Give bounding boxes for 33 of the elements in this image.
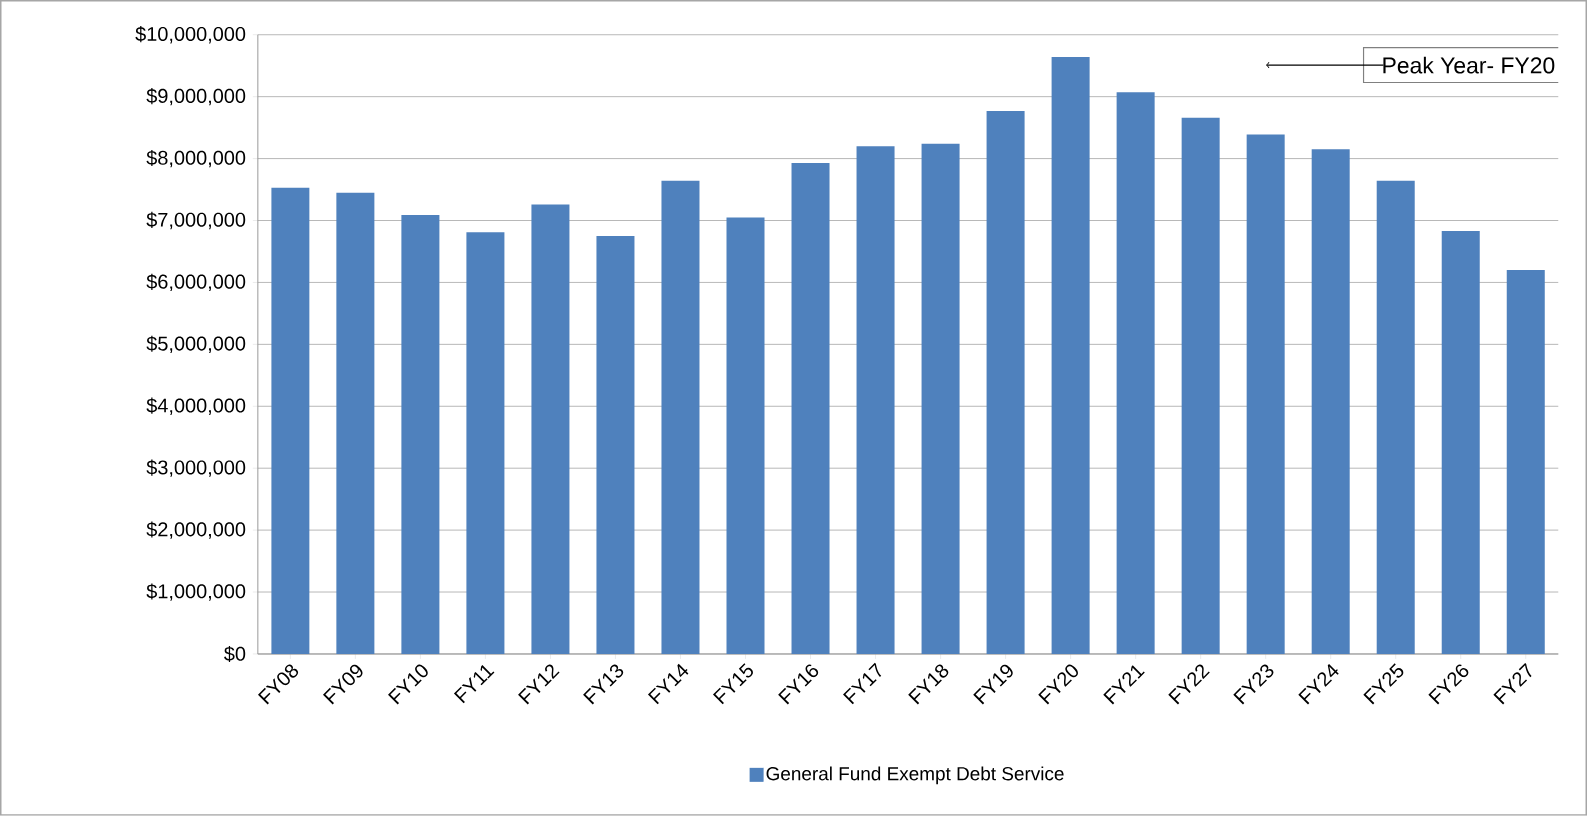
bar (596, 236, 635, 655)
annotation: Peak Year- FY20 (1383, 56, 1555, 74)
bar (401, 215, 440, 655)
y-tick-label: $10,000,000 (135, 26, 246, 44)
bar (1506, 270, 1545, 655)
bar (1311, 149, 1350, 655)
bar (336, 192, 375, 655)
bar (1246, 134, 1285, 655)
y-tick-label: $5,000,000 (146, 335, 246, 354)
bar (271, 187, 310, 655)
y-tick-label: $6,000,000 (146, 273, 246, 292)
y-tick-label: $4,000,000 (146, 397, 246, 416)
legend-label: General Fund Exempt Debt Service (766, 766, 1064, 785)
bar (1051, 57, 1090, 655)
y-tick-label: $7,000,000 (146, 211, 246, 230)
bar (921, 143, 960, 655)
y-tick-label: $2,000,000 (146, 521, 246, 539)
bar (1376, 181, 1415, 655)
bar (661, 181, 700, 655)
y-tick-label: $1,000,000 (146, 583, 246, 601)
bar (856, 146, 895, 655)
bar (531, 204, 570, 655)
bar (726, 217, 765, 655)
bar (1116, 92, 1155, 655)
y-tick-label: $3,000,000 (146, 459, 246, 477)
y-tick-label: $0 (224, 646, 246, 663)
bar (1441, 231, 1480, 655)
y-tick-label: $9,000,000 (146, 88, 246, 106)
bar (791, 163, 830, 655)
bar (986, 111, 1025, 655)
bar (466, 232, 505, 655)
y-tick-label: $8,000,000 (146, 150, 246, 168)
bar (1181, 117, 1220, 655)
